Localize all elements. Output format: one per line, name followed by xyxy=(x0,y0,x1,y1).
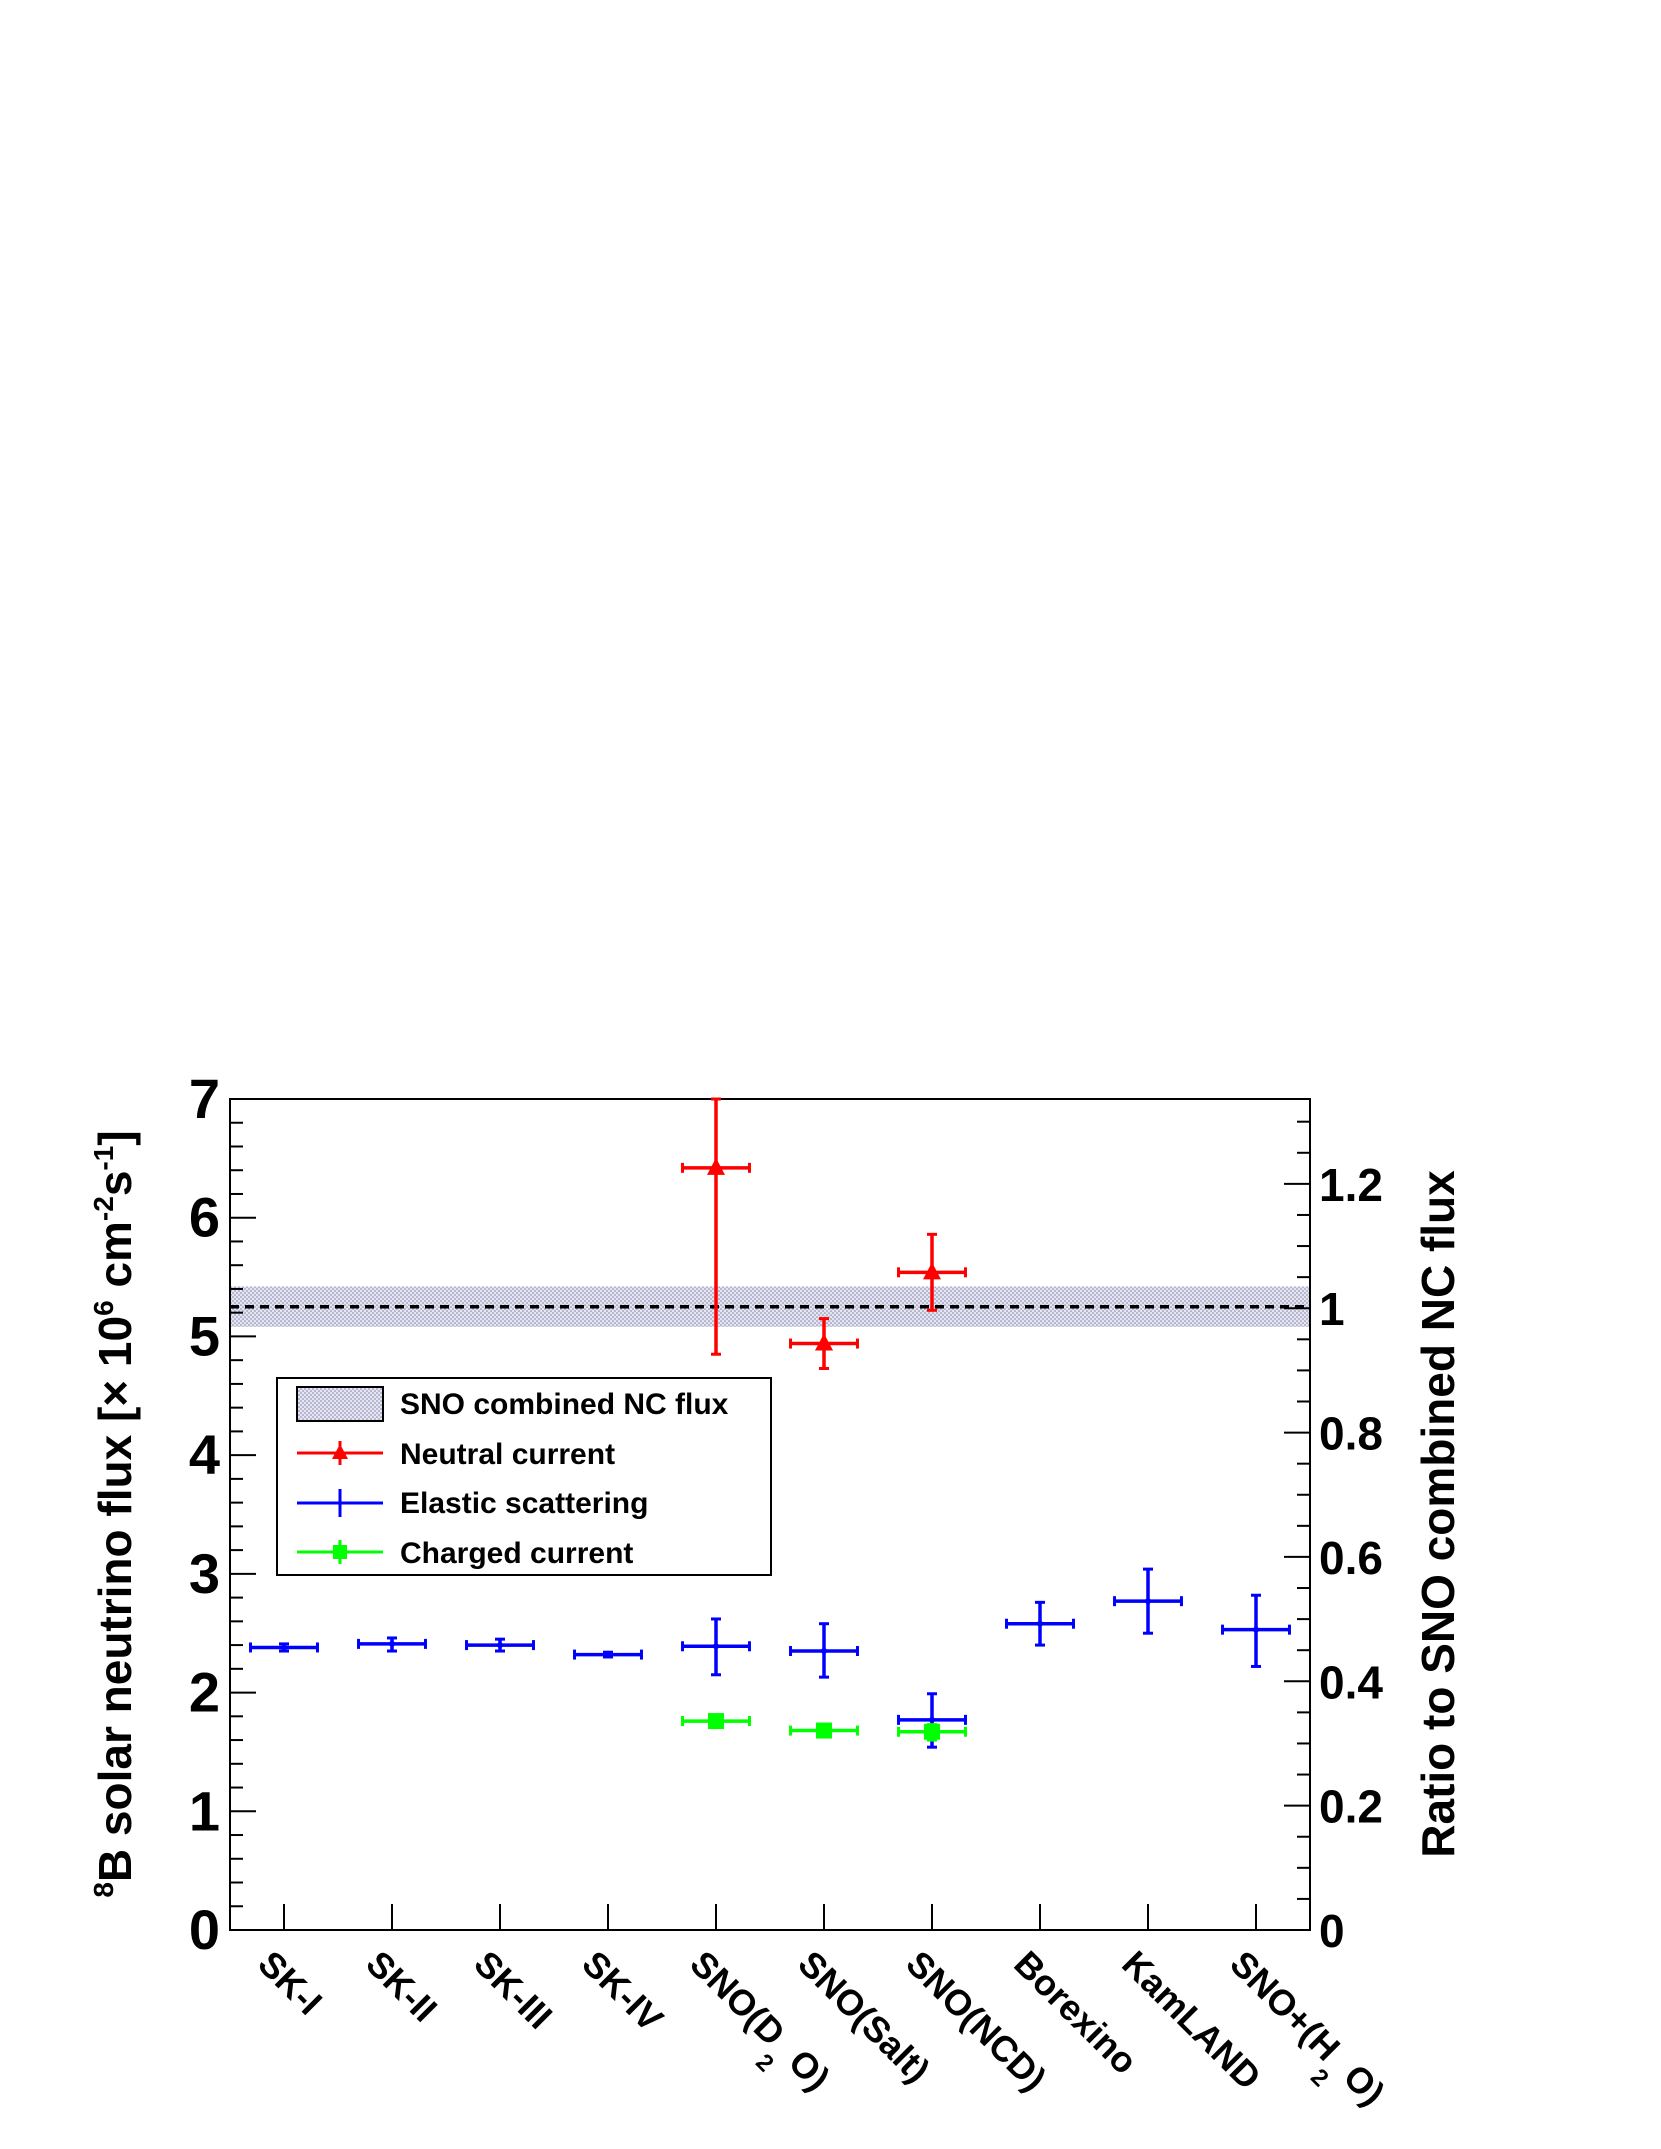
y-axis-title-times: × xyxy=(89,1380,141,1407)
series-elastic-scattering xyxy=(249,1567,1291,1749)
axis-ticks xyxy=(230,1098,1310,1931)
elastic-scattering-marker-point xyxy=(713,1643,719,1650)
y2-tick-label: 0.6 xyxy=(1319,1532,1383,1584)
y-axis-title-sup-8: 8 xyxy=(88,1882,119,1898)
y2-tick-label: 0.8 xyxy=(1319,1408,1383,1460)
y2-tick-label: 1.2 xyxy=(1319,1159,1383,1211)
neutral-current-marker-triangle xyxy=(923,1262,941,1280)
elastic-scattering-marker-point xyxy=(1145,1598,1151,1605)
charged-current-marker-square xyxy=(924,1723,940,1740)
legend-label-cc: Charged current xyxy=(400,1537,633,1570)
y-axis-title-part-3: cm xyxy=(89,1221,141,1300)
category-label-suffix: O) xyxy=(1329,2049,1393,2113)
y-axis-title-sup-6: 6 xyxy=(88,1300,119,1316)
elastic-scattering-marker-point xyxy=(497,1642,503,1649)
elastic-scattering-marker-point xyxy=(281,1644,287,1651)
category-label-text: SK-IV xyxy=(574,1943,671,2040)
y2-tick-label: 0.2 xyxy=(1319,1781,1383,1833)
charged-current-marker-square xyxy=(816,1722,832,1739)
elastic-scattering-marker-point xyxy=(821,1648,827,1655)
left-axis-tick-labels: 0 1 2 3 4 5 6 7 xyxy=(189,1067,220,1961)
legend-band-swatch xyxy=(296,1386,384,1422)
category-label-suffix: O) xyxy=(774,2034,838,2098)
elastic-scattering-marker-point xyxy=(1037,1620,1043,1627)
series-charged-current xyxy=(681,1713,967,1742)
neutral-current-marker-triangle xyxy=(707,1157,725,1175)
y-tick-label: 0 xyxy=(189,1898,220,1961)
legend-label-nc: Neutral current xyxy=(400,1438,615,1471)
category-label-text: SK-II xyxy=(358,1943,445,2030)
legend-nc-triangle-icon xyxy=(332,1444,348,1459)
category-label-text: SNO(D xyxy=(682,1943,793,2054)
y-axis-title-part-1: B solar neutrino flux [ xyxy=(89,1407,141,1882)
y2-tick-label: 0 xyxy=(1319,1905,1345,1957)
neutral-current-marker-triangle xyxy=(815,1333,833,1351)
elastic-scattering-marker-point xyxy=(605,1651,611,1658)
y-tick-label: 1 xyxy=(189,1779,220,1842)
category-tick-labels: SK-I SK-II SK-III SK-IV SNO(D2 O)SNO(Salt)SN… xyxy=(250,1943,1393,2114)
category-label: SK-III xyxy=(466,1943,560,2037)
y-tick-label: 2 xyxy=(189,1661,220,1724)
y-axis-title-sup-minus-2: -2 xyxy=(88,1196,119,1221)
y-tick-label: 4 xyxy=(189,1423,220,1486)
legend-label-band: SNO combined NC flux xyxy=(400,1388,729,1421)
y-axis-title: 8B solar neutrino flux [× 106 cm-2s-1] xyxy=(88,1130,141,1897)
elastic-scattering-marker-point xyxy=(1253,1626,1259,1633)
category-label-text: SK-III xyxy=(466,1943,560,2037)
sno-combined-nc-band xyxy=(230,1286,1310,1327)
y-tick-label: 7 xyxy=(189,1067,220,1130)
elastic-scattering-marker-point xyxy=(929,1716,935,1723)
data-series xyxy=(249,1097,1291,1749)
y2-axis-title: Ratio to SNO combined NC flux xyxy=(1412,1170,1464,1858)
y-axis-title-part-2: 10 xyxy=(89,1316,141,1380)
category-label-text: SK-I xyxy=(250,1943,330,2023)
y-axis-title-part-5: ] xyxy=(89,1130,141,1145)
y-tick-label: 3 xyxy=(189,1542,220,1605)
y2-tick-label: 1 xyxy=(1319,1283,1345,1335)
y-tick-label: 5 xyxy=(189,1304,220,1367)
legend-label-es: Elastic scattering xyxy=(400,1487,648,1520)
legend: SNO combined NC flux Neutral current Ela… xyxy=(276,1377,772,1576)
right-axis-tick-labels: 0 0.2 0.4 0.6 0.8 1 1.2 xyxy=(1319,1159,1383,1957)
elastic-scattering-marker-point xyxy=(389,1640,395,1647)
category-label: SK-II xyxy=(358,1943,445,2030)
plot-frame xyxy=(229,1098,1311,1931)
y2-tick-label: 0.4 xyxy=(1319,1656,1383,1708)
series-neutral-current xyxy=(681,1097,967,1370)
legend-cc-square-icon xyxy=(333,1545,347,1559)
category-label: SK-IV xyxy=(574,1943,671,2040)
y-tick-label: 6 xyxy=(189,1186,220,1249)
y-axis-title-part-4: s xyxy=(89,1171,141,1197)
y-axis-title-sup-minus-1: -1 xyxy=(88,1146,119,1171)
category-label: SK-I xyxy=(250,1943,330,2023)
charged-current-marker-square xyxy=(708,1713,724,1730)
